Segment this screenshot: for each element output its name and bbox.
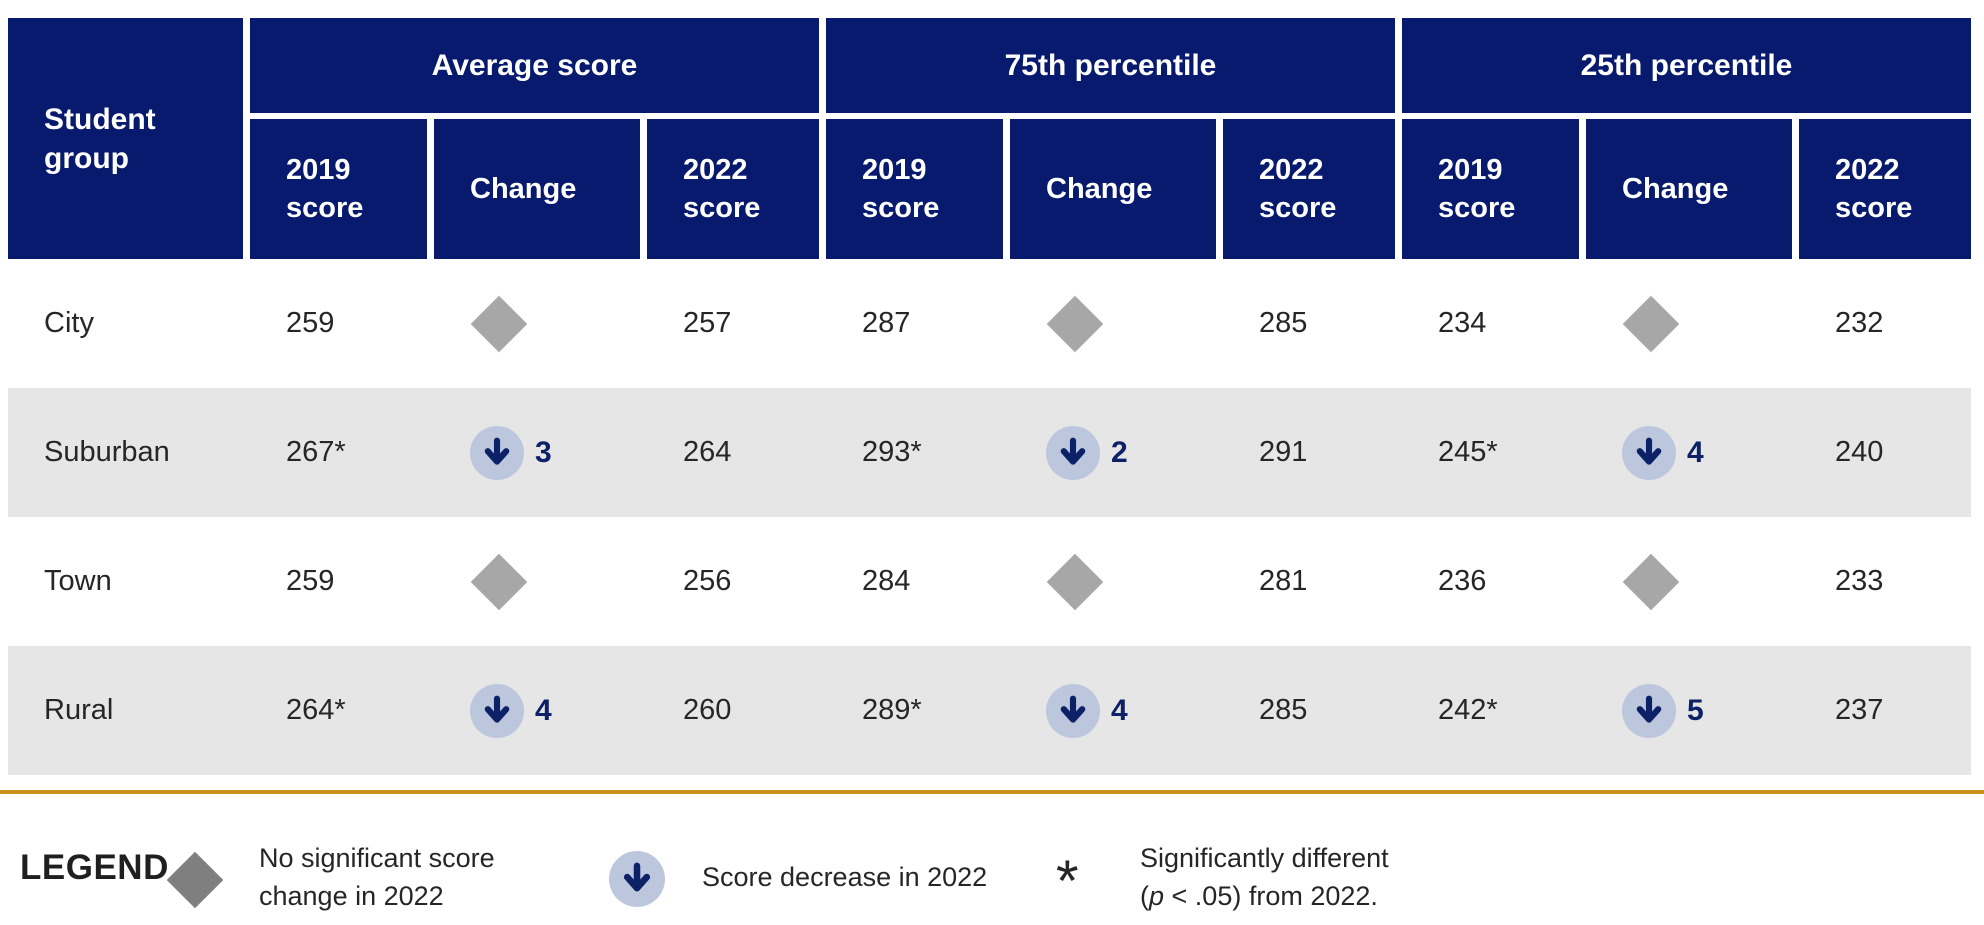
no-change-diamond-icon [1622, 295, 1679, 352]
col-header-2019-score: 2019 score [826, 119, 1003, 259]
score-cell: 260 [683, 694, 732, 726]
row-label: City [44, 307, 94, 339]
legend-no-change-text: No significant score change in 2022 [259, 843, 495, 911]
col-header-change: Change [1010, 119, 1216, 259]
change-cell [1586, 553, 1792, 610]
change-cell: 4 [1010, 683, 1216, 738]
change-value: 5 [1687, 693, 1704, 727]
score-cell: 267* [286, 436, 346, 468]
col-header-2022-score: 2022 score [647, 119, 819, 259]
change-cell: 4 [1586, 425, 1792, 480]
asterisk-icon: * [1056, 849, 1079, 914]
score-cell: 293* [862, 436, 922, 468]
change-cell: 2 [1010, 425, 1216, 480]
row-label: Town [44, 565, 112, 597]
score-decrease-arrow-icon [470, 683, 524, 738]
score-cell: 240 [1835, 436, 1884, 468]
score-cell: 234 [1438, 307, 1487, 339]
score-cell: 259 [286, 565, 335, 597]
score-cell: 281 [1259, 565, 1308, 597]
group-header-75th-percentile: 75th percentile [826, 18, 1395, 113]
change-value: 4 [1687, 435, 1704, 469]
score-cell: 257 [683, 307, 732, 339]
divider-rule [0, 790, 1984, 794]
score-cell: 264* [286, 694, 346, 726]
legend-significance-text: Significantly different (p < .05) from 2… [1140, 843, 1389, 911]
group-header-25th-percentile: 25th percentile [1402, 18, 1971, 113]
table-row: Rural 264* 4 260 289* 4 285 242* 5 237 [8, 646, 1971, 775]
score-cell: 233 [1835, 565, 1884, 597]
no-change-diamond-icon [470, 553, 527, 610]
no-change-diamond-icon [470, 295, 527, 352]
row-label: Rural [44, 694, 114, 726]
col-header-change: Change [434, 119, 640, 259]
row-header-label: Student group [44, 102, 156, 175]
col-header-2019-score: 2019 score [1402, 119, 1579, 259]
score-decrease-arrow-icon [609, 851, 665, 907]
no-change-diamond-icon [166, 851, 223, 908]
score-table: Student group Average score 75th percent… [8, 18, 1971, 775]
change-cell [1010, 295, 1216, 352]
table-row: Town 259 256 284 281 236 233 [8, 517, 1971, 646]
score-cell: 236 [1438, 565, 1487, 597]
change-cell [434, 553, 640, 610]
no-change-diamond-icon [1046, 553, 1103, 610]
legend: LEGEND No significant score change in 20… [0, 826, 1984, 925]
score-cell: 285 [1259, 307, 1308, 339]
change-cell [434, 295, 640, 352]
no-change-diamond-icon [1046, 295, 1103, 352]
table-row: City 259 257 287 285 234 232 [8, 259, 1971, 388]
score-cell: 289* [862, 694, 922, 726]
score-cell: 245* [1438, 436, 1498, 468]
change-cell [1010, 553, 1216, 610]
change-value: 4 [535, 693, 552, 727]
score-decrease-arrow-icon [1046, 683, 1100, 738]
group-header-average-score: Average score [250, 18, 819, 113]
legend-title: LEGEND [20, 848, 169, 887]
col-header-2022-score: 2022 score [1223, 119, 1395, 259]
row-label: Suburban [44, 436, 170, 468]
row-header-cell: Student group [8, 18, 243, 259]
score-cell: 284 [862, 565, 911, 597]
col-header-2022-score: 2022 score [1799, 119, 1971, 259]
score-cell: 232 [1835, 307, 1884, 339]
change-cell: 3 [434, 425, 640, 480]
col-header-2019-score: 2019 score [250, 119, 427, 259]
score-cell: 242* [1438, 694, 1498, 726]
score-cell: 291 [1259, 436, 1308, 468]
table-header: Student group Average score 75th percent… [8, 18, 1971, 259]
table-row: Suburban 267* 3 264 293* 2 291 245* 4 240 [8, 388, 1971, 517]
score-cell: 256 [683, 565, 732, 597]
change-cell: 4 [434, 683, 640, 738]
table-body: City 259 257 287 285 234 232 Suburban 267* 3 264 29… [8, 259, 1971, 775]
change-cell: 5 [1586, 683, 1792, 738]
change-value: 4 [1111, 693, 1128, 727]
change-value: 3 [535, 435, 552, 469]
score-decrease-arrow-icon [1622, 425, 1676, 480]
score-decrease-arrow-icon [1046, 425, 1100, 480]
score-decrease-arrow-icon [1622, 683, 1676, 738]
no-change-diamond-icon [1622, 553, 1679, 610]
change-value: 2 [1111, 435, 1128, 469]
score-cell: 237 [1835, 694, 1884, 726]
score-cell: 287 [862, 307, 911, 339]
legend-decrease-text: Score decrease in 2022 [702, 862, 988, 892]
score-decrease-arrow-icon [470, 425, 524, 480]
score-cell: 264 [683, 436, 732, 468]
col-header-change: Change [1586, 119, 1792, 259]
score-cell: 259 [286, 307, 335, 339]
change-cell [1586, 295, 1792, 352]
score-cell: 285 [1259, 694, 1308, 726]
